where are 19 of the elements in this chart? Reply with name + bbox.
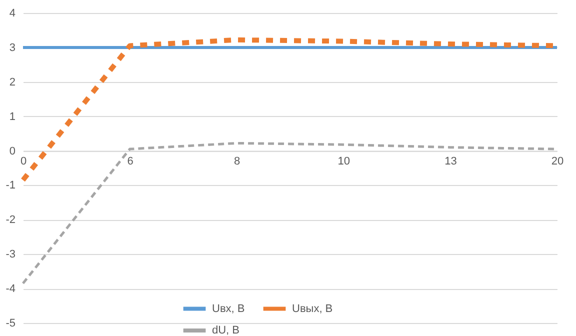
y-tick-label: -4: [6, 283, 16, 296]
x-tick-label: 20: [551, 155, 564, 168]
x-tick-label: 8: [234, 155, 240, 168]
y-tick-label: 2: [9, 76, 16, 88]
y-tick-label: 1: [9, 110, 16, 123]
y-tick-label: -2: [6, 214, 16, 226]
y-tick-label: 4: [9, 8, 16, 20]
x-tick-label: 0: [20, 155, 27, 168]
y-tick-label: 0: [9, 145, 16, 158]
x-tick-label: 10: [338, 155, 350, 168]
y-tick-label: 3: [9, 42, 16, 54]
x-tick-label: 6: [127, 155, 134, 168]
legend-label: Uвых, В: [292, 302, 333, 315]
y-tick-label: -5: [6, 318, 16, 330]
y-tick-label: -3: [6, 248, 16, 261]
x-tick-label: 13: [444, 155, 457, 168]
y-tick-label: -1: [6, 180, 16, 192]
legend-label: dU, В: [212, 324, 240, 336]
legend-label: Uвх, В: [212, 302, 245, 315]
